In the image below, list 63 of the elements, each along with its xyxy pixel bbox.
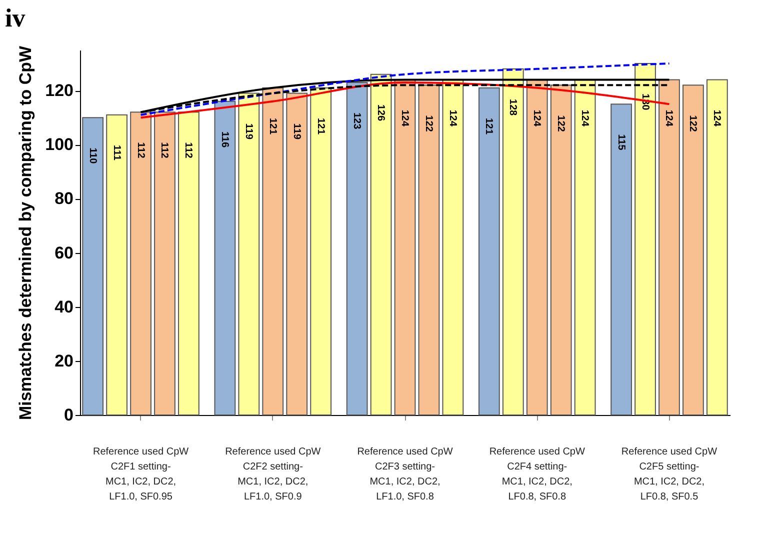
data-label: 119 — [242, 123, 254, 140]
bar — [262, 87, 284, 416]
data-label: 121 — [266, 118, 278, 135]
data-label: 122 — [687, 115, 698, 132]
data-label: 115 — [615, 134, 626, 151]
bar — [310, 87, 332, 416]
data-label: 128 — [507, 98, 518, 116]
x-tick-label: Reference used CpW C2F4 setting- MC1, IC2, DC2, LF0.8, SF0.8 — [489, 446, 586, 502]
data-label: 124 — [711, 110, 722, 127]
y-tick-label: 60 — [54, 243, 74, 262]
data-label: 112 — [134, 142, 146, 159]
bar — [706, 79, 728, 416]
bar — [346, 82, 368, 416]
x-tick-label: Reference used CpW C2F1 setting- MC1, IC2, DC2, LF1.0, SF0.95 — [92, 446, 190, 502]
bar — [550, 84, 572, 416]
y-tick-label: 80 — [54, 189, 74, 208]
data-label: 110 — [86, 148, 98, 164]
x-tick-label: Reference used CpW C2F2 setting- MC1, IC2, DC2, LF1.0, SF0.9 — [225, 446, 322, 502]
bar — [106, 114, 128, 416]
data-label: 124 — [579, 110, 590, 127]
data-label: 126 — [375, 104, 386, 122]
bar — [658, 79, 680, 416]
data-label: 124 — [399, 110, 410, 127]
bar — [82, 117, 104, 416]
bar — [610, 104, 632, 416]
x-tick-label: Reference used CpW C2F3 setting- MC1, IC2, DC2, LF1.0, SF0.8 — [357, 446, 454, 502]
bar — [130, 112, 152, 416]
bar — [286, 92, 308, 416]
bar — [394, 79, 416, 416]
bar — [178, 112, 200, 416]
chart-title: iv — [5, 3, 26, 32]
bar — [238, 92, 260, 416]
y-axis-title: Mismatches determined by comparing to CpW — [16, 45, 36, 420]
data-label: 116 — [218, 131, 230, 148]
bar — [502, 68, 524, 416]
data-label: 119 — [290, 123, 302, 140]
bar — [574, 79, 596, 416]
bar — [682, 84, 704, 416]
y-tick-label: 0 — [64, 406, 74, 424]
data-label: 123 — [351, 112, 362, 130]
data-label: 122 — [555, 115, 566, 132]
data-label: 124 — [663, 110, 674, 127]
bar — [634, 63, 656, 416]
data-label: 111 — [110, 144, 122, 161]
y-tick-label: 20 — [54, 351, 74, 370]
bar — [418, 84, 440, 416]
data-label: 112 — [158, 142, 170, 159]
y-tick-label: 120 — [45, 81, 74, 100]
data-label: 121 — [314, 118, 326, 135]
bar — [442, 79, 464, 416]
bar — [370, 74, 392, 416]
data-label: 124 — [531, 110, 542, 127]
data-label: 124 — [446, 110, 458, 127]
bar — [214, 100, 236, 416]
data-label: 121 — [483, 118, 494, 135]
bar — [478, 87, 500, 416]
bar — [154, 112, 176, 416]
bar — [526, 79, 548, 416]
y-tick-label: 100 — [45, 135, 74, 154]
data-label: 122 — [422, 115, 434, 132]
x-tick-label: Reference used CpW C2F5 setting- MC1, IC2, DC2, LF0.8, SF0.5 — [621, 446, 718, 502]
data-label: 112 — [182, 142, 194, 159]
y-tick-label: 40 — [54, 297, 74, 316]
